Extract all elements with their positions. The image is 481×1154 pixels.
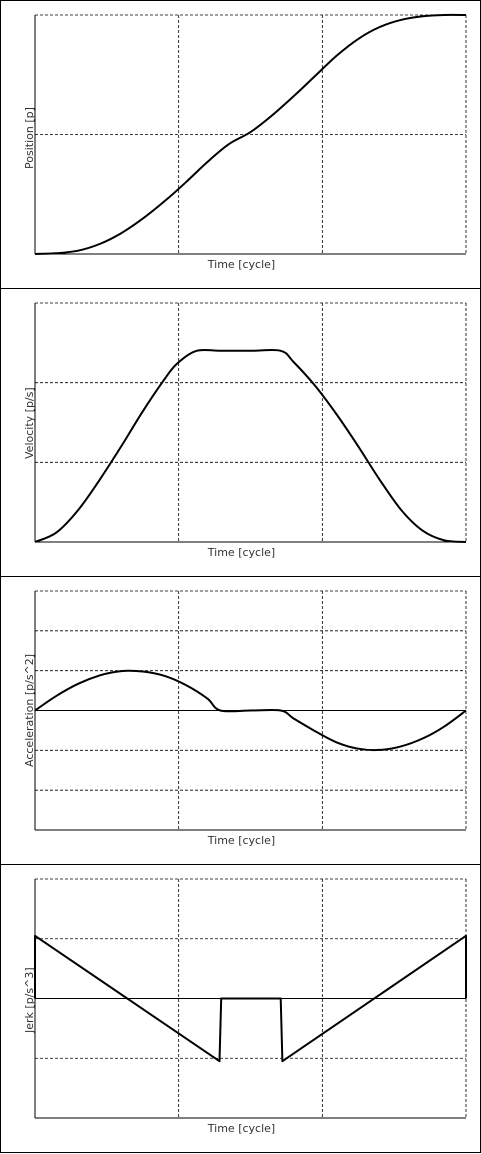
velocity-panel: Time [cycle] Velocity [p/s] <box>0 288 481 577</box>
acceleration-panel: Time [cycle] Acceleration [p/s^2] <box>0 576 481 865</box>
position-panel: Time [cycle] Position [p] <box>0 0 481 289</box>
position-x-label: Time [cycle] <box>207 258 276 271</box>
series-line <box>34 13 467 255</box>
jerk-y-label: Jerk [p/s^3] <box>23 967 36 1033</box>
jerk-panel: Time [cycle] Jerk [p/s^3] <box>0 864 481 1153</box>
jerk-plot <box>34 878 467 1119</box>
acceleration-x-label: Time [cycle] <box>207 834 276 847</box>
velocity-y-label: Velocity [p/s] <box>23 387 36 459</box>
position-y-label: Position [p] <box>23 107 36 169</box>
series-line <box>34 934 467 1063</box>
acceleration-plot <box>34 590 467 831</box>
velocity-plot <box>34 302 467 543</box>
velocity-x-label: Time [cycle] <box>207 546 276 559</box>
series-line <box>34 348 467 543</box>
position-plot <box>34 13 467 255</box>
series-line <box>34 669 467 752</box>
jerk-x-label: Time [cycle] <box>207 1122 276 1135</box>
acceleration-y-label: Acceleration [p/s^2] <box>23 653 36 767</box>
